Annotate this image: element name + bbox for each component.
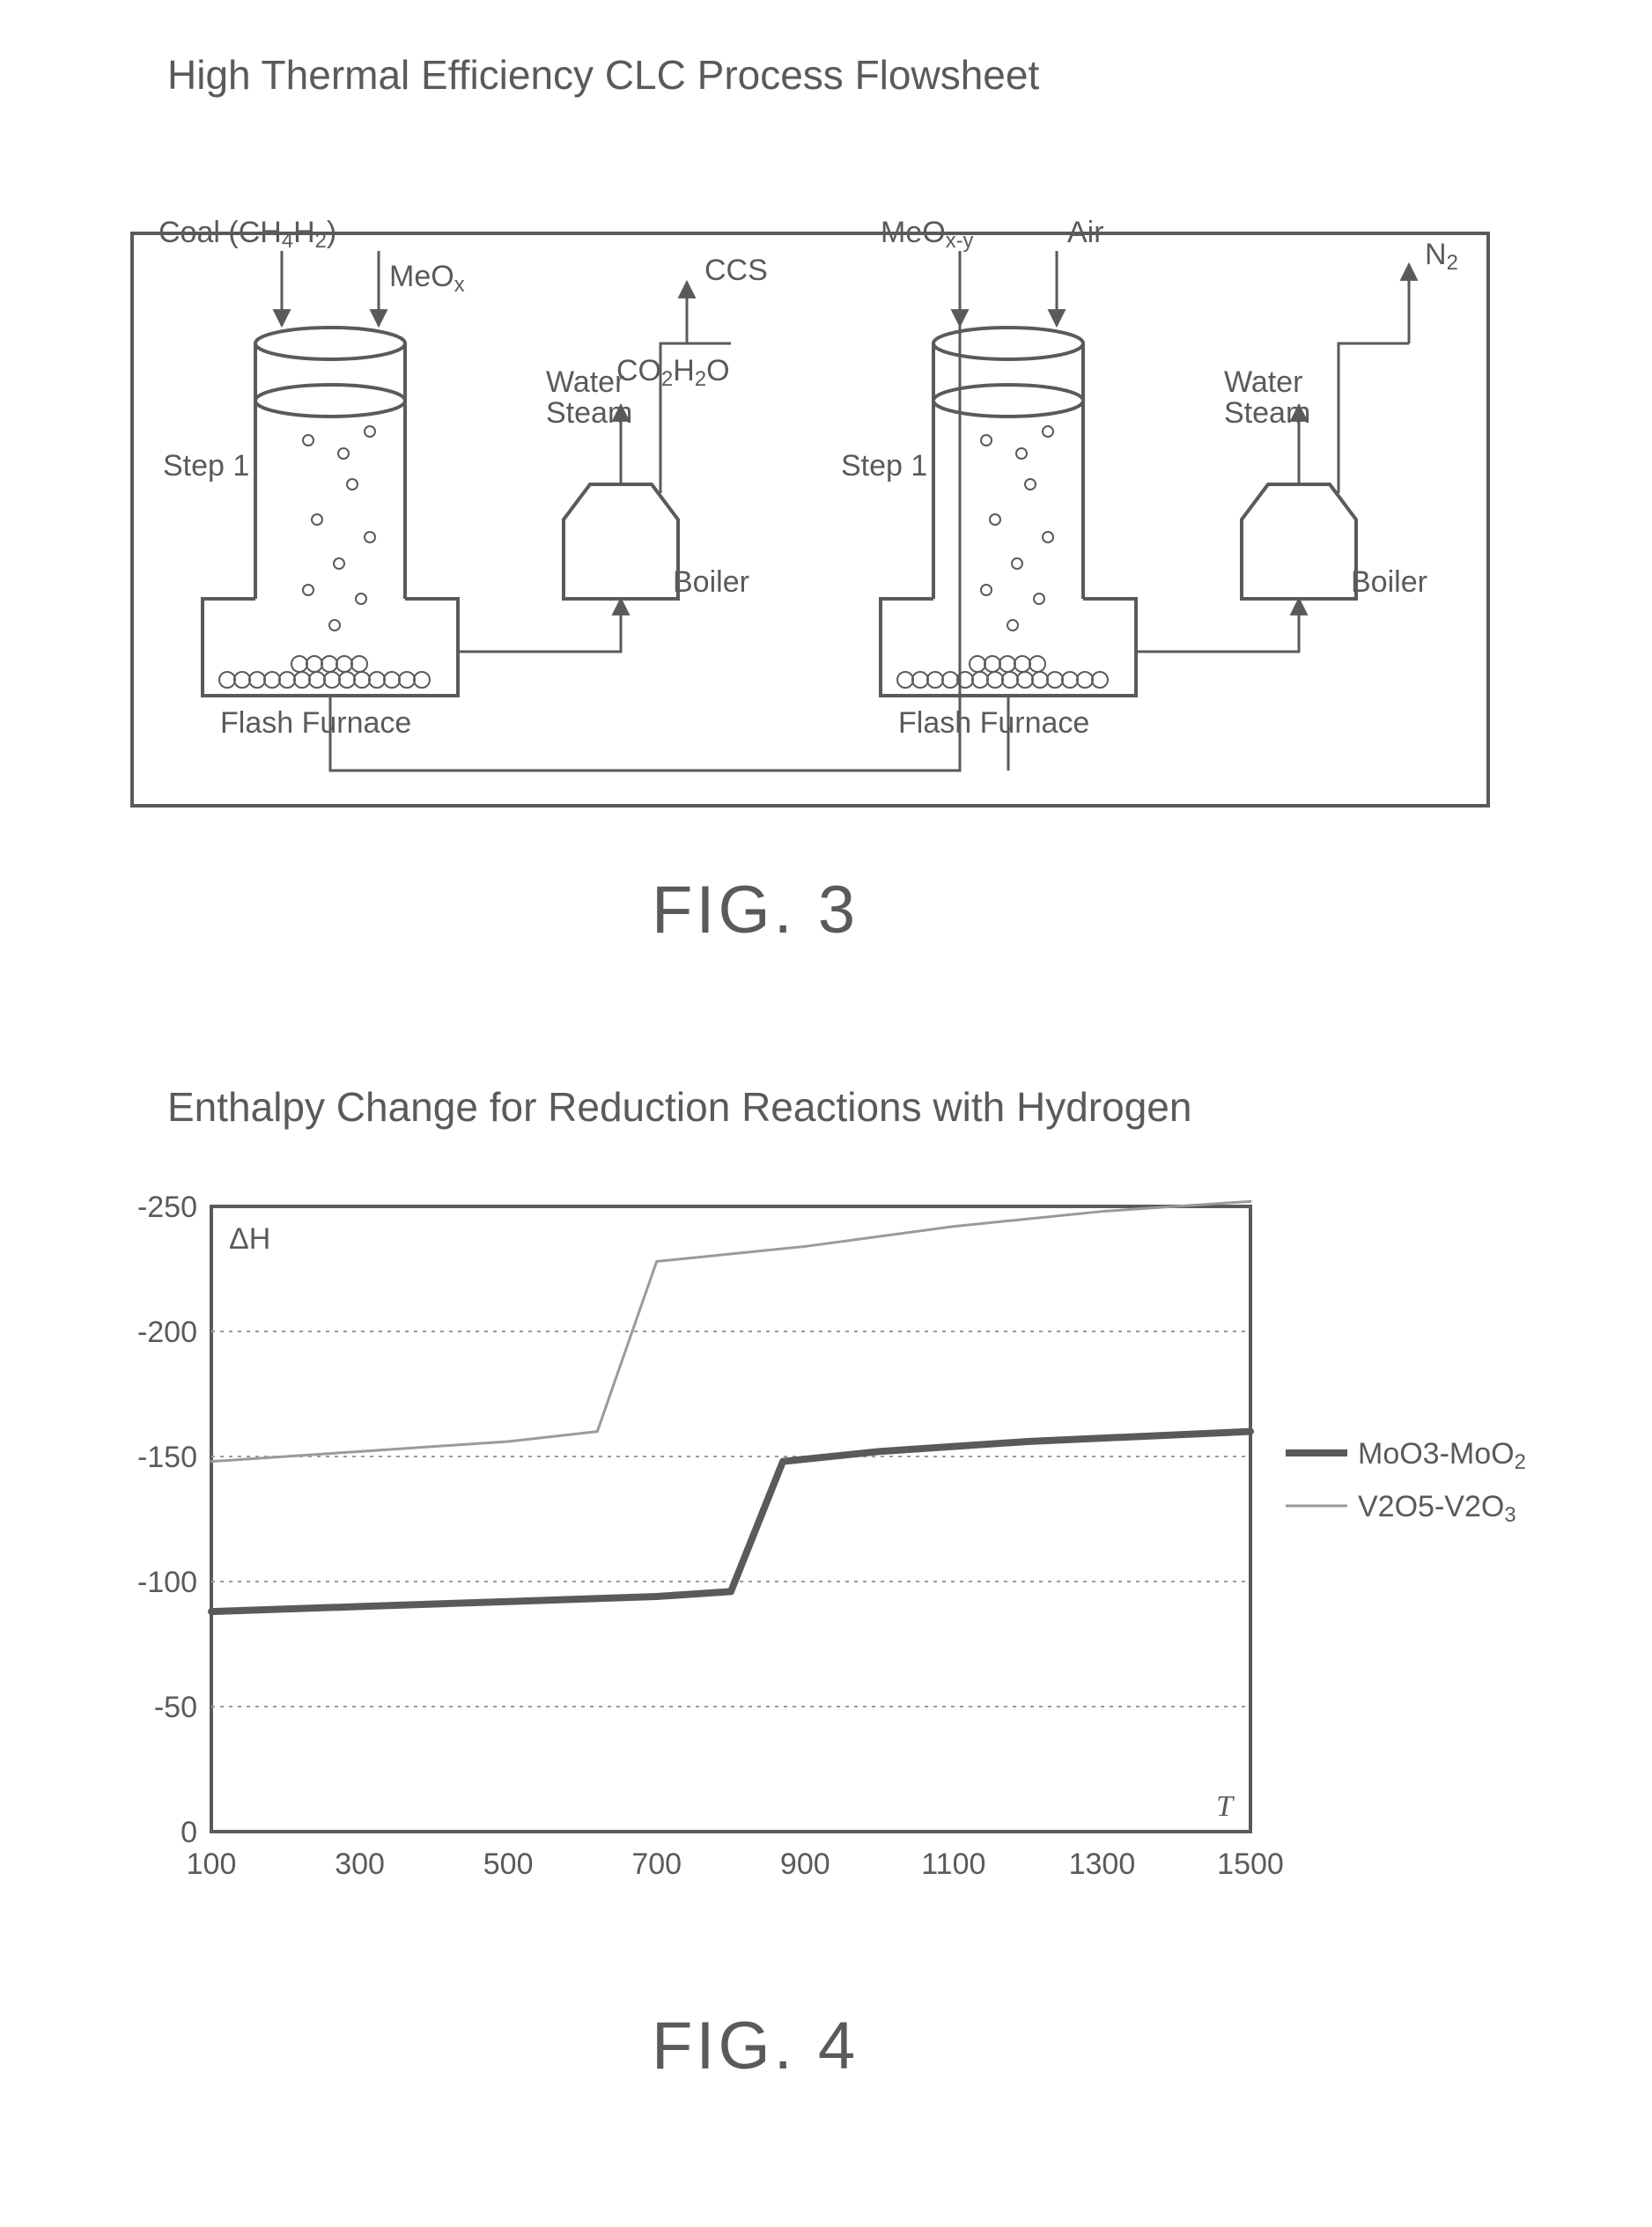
svg-text:Water: Water (546, 365, 624, 399)
svg-text:CCS: CCS (704, 254, 768, 287)
svg-text:Steam: Steam (1224, 396, 1310, 430)
svg-text:Water: Water (1224, 365, 1302, 399)
fig3-title: High Thermal Efficiency CLC Process Flow… (167, 51, 1039, 99)
svg-text:MeOx-y: MeOx-y (881, 216, 974, 253)
svg-text:0: 0 (181, 1816, 197, 1849)
svg-text:Flash Furnace: Flash Furnace (220, 706, 411, 740)
svg-text:300: 300 (335, 1847, 385, 1881)
svg-text:ΔH: ΔH (229, 1222, 270, 1256)
svg-text:Boiler: Boiler (673, 565, 749, 599)
svg-text:T: T (1216, 1790, 1235, 1823)
fig3-caption: FIG. 3 (652, 872, 859, 948)
svg-text:-100: -100 (137, 1566, 197, 1599)
svg-text:Steam: Steam (546, 396, 632, 430)
svg-text:500: 500 (483, 1847, 534, 1881)
svg-text:-150: -150 (137, 1441, 197, 1474)
svg-text:CO2H2O: CO2H2O (616, 354, 730, 391)
svg-text:Step 1: Step 1 (841, 449, 927, 483)
svg-text:900: 900 (780, 1847, 830, 1881)
svg-text:100: 100 (187, 1847, 237, 1881)
svg-text:-250: -250 (137, 1191, 197, 1224)
svg-text:Boiler: Boiler (1351, 565, 1427, 599)
legend-label-MoO3-MoO2: MoO3-MoO2 (1358, 1437, 1526, 1474)
svg-text:-50: -50 (154, 1691, 197, 1724)
svg-text:MeOx: MeOx (389, 260, 465, 297)
fig3-diagram: Step 1 Flash Furnace Coal (CH4H2) MeOx Boile… (106, 132, 1550, 819)
svg-text:Coal (CH4H2): Coal (CH4H2) (159, 216, 336, 253)
svg-text:N2: N2 (1425, 238, 1458, 275)
svg-text:Air: Air (1067, 216, 1104, 249)
fig4-chart: -250 -200 -150 -100 -50 0100 300 500 700 900 1100 1… (106, 1180, 1550, 1946)
legend-label-V2O5-V2O3: V2O5-V2O3 (1358, 1490, 1516, 1527)
svg-text:Flash Furnace: Flash Furnace (898, 706, 1089, 740)
svg-text:700: 700 (631, 1847, 682, 1881)
svg-text:1300: 1300 (1069, 1847, 1136, 1881)
svg-text:1500: 1500 (1217, 1847, 1284, 1881)
fig4-title: Enthalpy Change for Reduction Reactions … (167, 1083, 1191, 1131)
svg-text:-200: -200 (137, 1316, 197, 1349)
series-MoO3-MoO2 (211, 1432, 1250, 1611)
fig4-caption: FIG. 4 (652, 2008, 859, 2084)
svg-text:Step 1: Step 1 (163, 449, 249, 483)
svg-text:1100: 1100 (921, 1847, 985, 1881)
